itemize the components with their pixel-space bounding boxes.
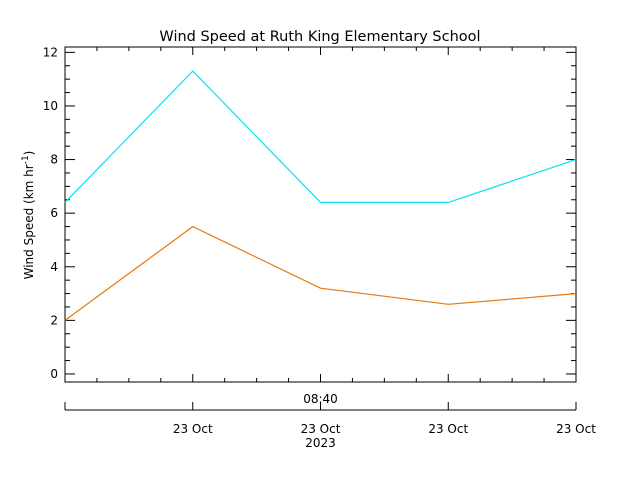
x-tick-label: 23 Oct — [301, 422, 341, 436]
y-axis-label-text: Wind Speed (km hr — [22, 164, 36, 279]
x-axis-ticks: 23 Oct 23 Oct 23 Oct 23 Oct — [64, 402, 596, 436]
x-axis-year-label: 2023 — [305, 436, 336, 450]
y-axis-label-exponent: -1 — [21, 155, 31, 164]
y-axis-label: Wind Speed (km hr-1) — [21, 151, 36, 280]
y-axis-ticks: 0 2 4 6 8 10 12 — [43, 45, 577, 382]
x-tick-label: 23 Oct — [556, 422, 596, 436]
chart-title: Wind Speed at Ruth King Elementary Schoo… — [159, 29, 480, 45]
y-tick-label: 2 — [50, 313, 58, 327]
x-axis-time-label: 08:40 — [303, 392, 338, 406]
y-tick-label: 10 — [43, 99, 58, 113]
x-tick-label: 23 Oct — [428, 422, 468, 436]
y-tick-label: 6 — [50, 206, 58, 220]
plot-frame — [64, 46, 577, 383]
y-tick-label: 4 — [50, 260, 58, 274]
x-tick-label: 23 Oct — [173, 422, 213, 436]
series-line-2 — [64, 225, 577, 321]
y-tick-label: 8 — [50, 153, 58, 167]
series-lines — [64, 70, 577, 321]
y-tick-label: 12 — [43, 45, 58, 59]
y-axis-label-close: ) — [22, 151, 36, 156]
series-line-1 — [64, 70, 577, 203]
y-tick-label: 0 — [50, 367, 58, 381]
